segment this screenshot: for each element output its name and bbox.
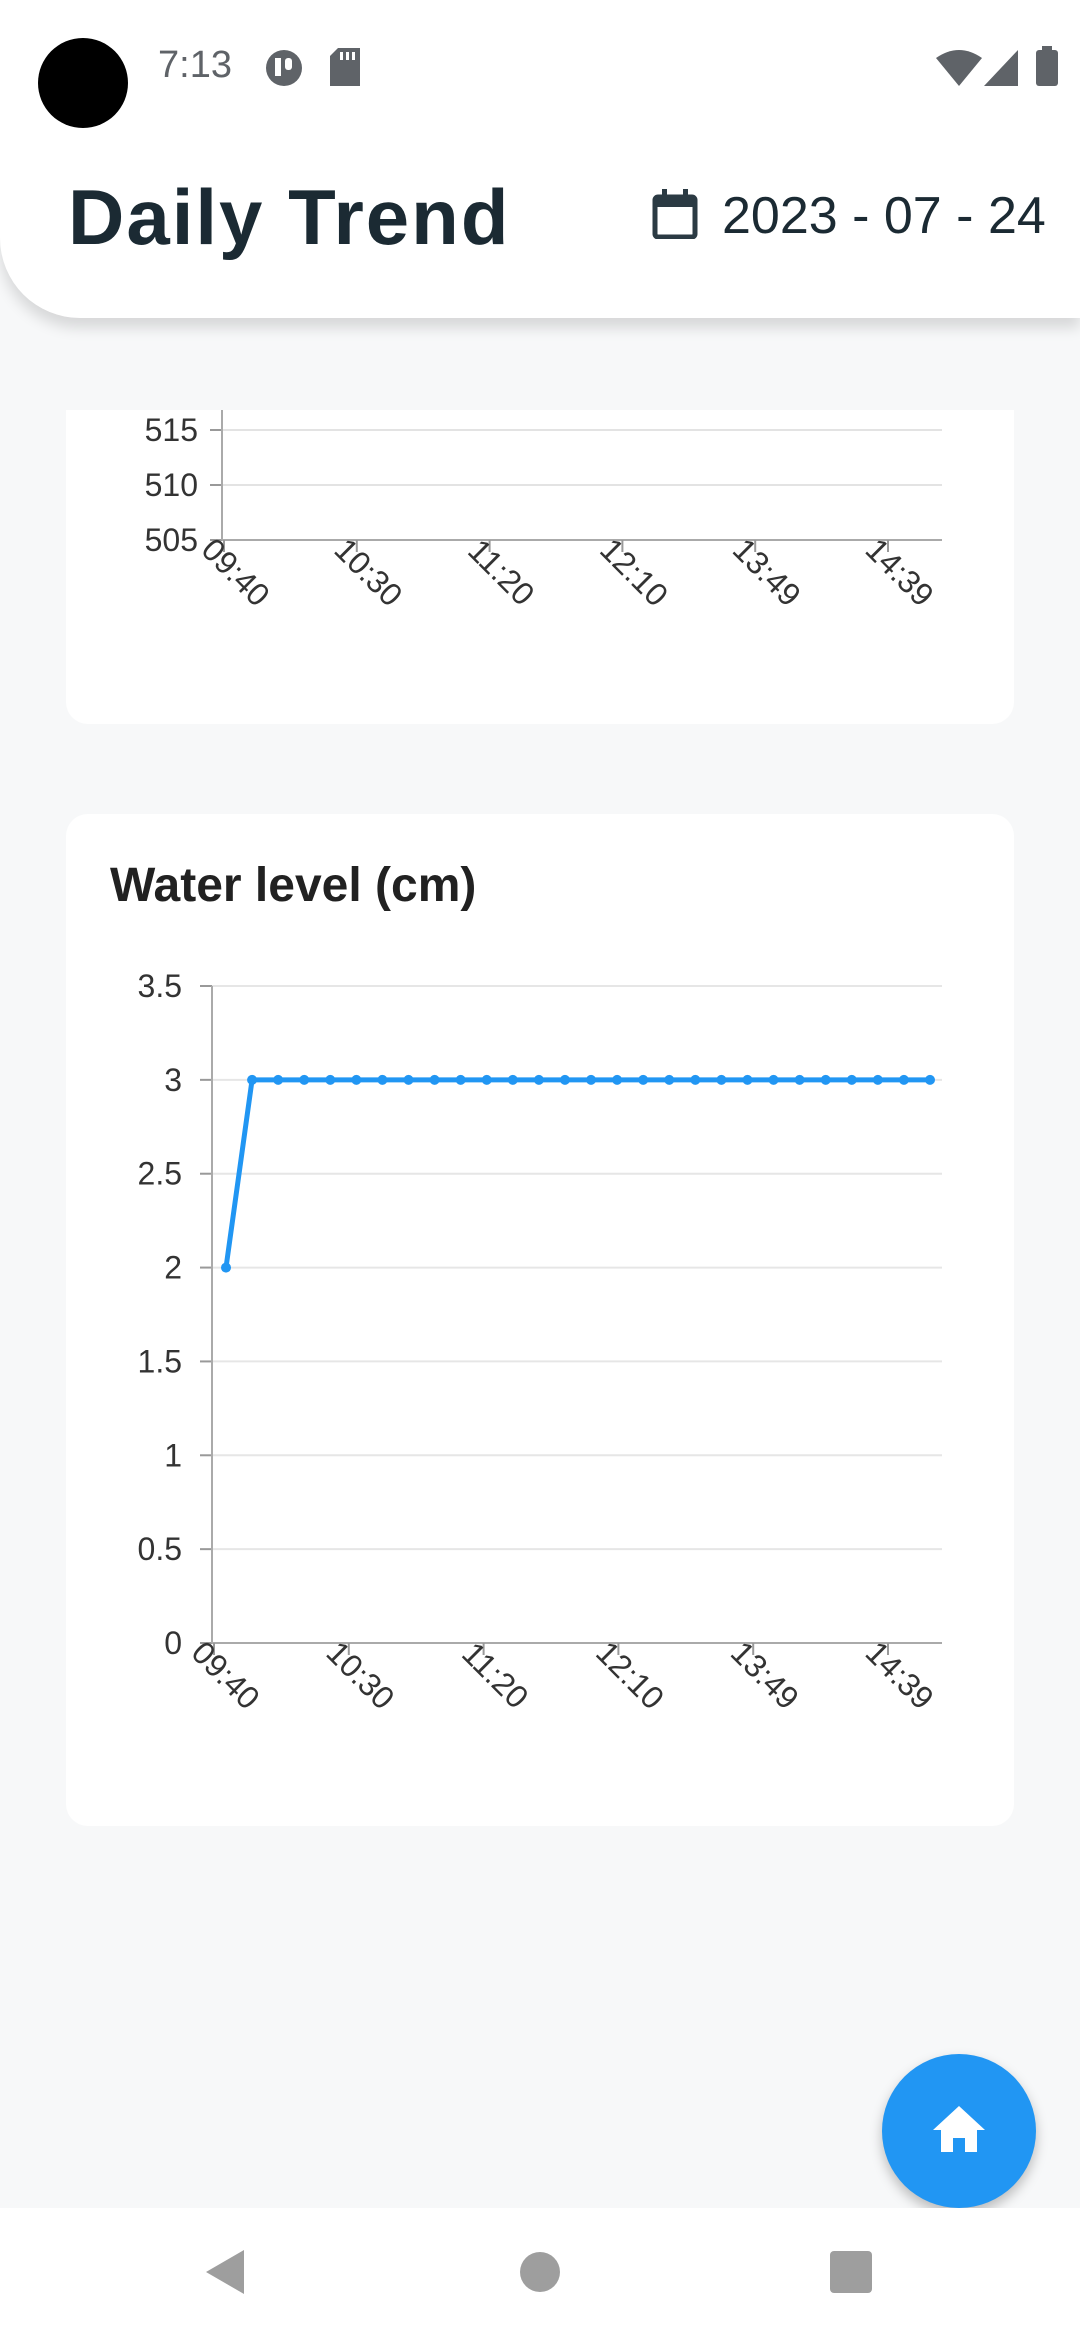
data-point	[377, 1074, 388, 1085]
sd-card-icon	[330, 48, 362, 91]
data-point	[351, 1074, 362, 1085]
selected-date: 2023 - 07 - 24	[722, 187, 1046, 245]
x-tick-label: 09:40	[195, 531, 277, 613]
home-icon	[931, 2104, 987, 2159]
data-point	[533, 1074, 544, 1085]
battery-icon	[1036, 46, 1058, 91]
data-point	[846, 1074, 857, 1085]
y-tick-label: 3	[164, 1062, 182, 1098]
data-point	[507, 1074, 518, 1085]
data-point	[455, 1074, 466, 1085]
x-tick-label: 14:39	[859, 531, 941, 613]
data-point	[768, 1074, 779, 1085]
data-point	[898, 1074, 909, 1085]
y-tick-label: 0	[164, 1625, 182, 1661]
home-fab-button[interactable]	[882, 2054, 1036, 2208]
home-nav-icon[interactable]	[518, 2248, 562, 2301]
x-tick-label: 14:39	[859, 1634, 941, 1716]
back-icon[interactable]	[204, 2248, 248, 2301]
data-point	[247, 1074, 258, 1085]
data-point	[612, 1074, 623, 1085]
chart-title: Water level (cm)	[110, 859, 477, 912]
data-point	[273, 1074, 284, 1085]
y-tick-label: 1.5	[138, 1343, 182, 1379]
y-tick-label: 0.5	[138, 1531, 182, 1567]
y-tick-label: 515	[145, 412, 198, 448]
data-point	[664, 1074, 675, 1085]
data-point	[299, 1074, 310, 1085]
data-point	[403, 1074, 414, 1085]
partial-chart: 505 510 515 09:40 10:30 11:20 12:10 13:49 14:39	[145, 410, 942, 613]
data-point	[742, 1074, 753, 1085]
app-notification-icon	[264, 48, 304, 93]
partial-chart-card: 505 510 515 09:40 10:30 11:20 12:10 13:49 14:39	[66, 410, 1014, 724]
camera-cutout	[38, 38, 128, 128]
wifi-icon	[936, 50, 982, 91]
status-time: 7:13	[158, 44, 232, 86]
data-point	[221, 1262, 231, 1273]
data-point	[794, 1074, 805, 1085]
system-nav-bar	[0, 2208, 1080, 2340]
data-point	[586, 1074, 597, 1085]
y-tick-label: 2	[164, 1250, 182, 1286]
y-tick-label: 3.5	[138, 968, 182, 1004]
water-level-card: Water level (cm) 0 0.5 1 1.5 2 2.5 3 3.5 09:40 10…	[66, 814, 1014, 1826]
x-tick-label: 12:10	[593, 531, 675, 613]
date-picker[interactable]: 2023 - 07 - 24	[652, 186, 1046, 246]
y-tick-label: 2.5	[138, 1156, 182, 1192]
x-tick-label: 12:10	[589, 1634, 671, 1716]
x-tick-label: 11:20	[455, 1635, 535, 1715]
recents-icon[interactable]	[828, 2248, 874, 2301]
data-point	[872, 1074, 883, 1085]
calendar-icon	[652, 188, 698, 244]
data-point	[638, 1074, 649, 1085]
y-tick-label: 505	[145, 522, 198, 558]
x-tick-label: 10:30	[328, 531, 410, 613]
x-tick-label: 09:40	[185, 1634, 267, 1716]
water-level-chart: 0 0.5 1 1.5 2 2.5 3 3.5 09:40 10:30 11:20 12:10 13:4…	[138, 968, 942, 1716]
x-tick-label: 13:49	[726, 531, 808, 613]
data-point	[690, 1074, 701, 1085]
signal-icon	[984, 50, 1018, 91]
data-point	[325, 1074, 336, 1085]
x-tick-label: 11:20	[461, 532, 541, 612]
data-point	[820, 1074, 831, 1085]
app-header: 7:13 Daily Trend 2023 - 07 - 24	[0, 0, 1080, 318]
data-point	[559, 1074, 570, 1085]
page-title: Daily Trend	[68, 173, 511, 261]
data-point	[481, 1074, 492, 1085]
data-point	[925, 1074, 935, 1085]
y-tick-label: 1	[164, 1437, 182, 1473]
y-tick-label: 510	[145, 467, 198, 503]
x-tick-label: 10:30	[320, 1634, 402, 1716]
series-line	[223, 1077, 930, 1268]
x-tick-label: 13:49	[724, 1634, 806, 1716]
data-point	[716, 1074, 727, 1085]
data-point	[429, 1074, 440, 1085]
